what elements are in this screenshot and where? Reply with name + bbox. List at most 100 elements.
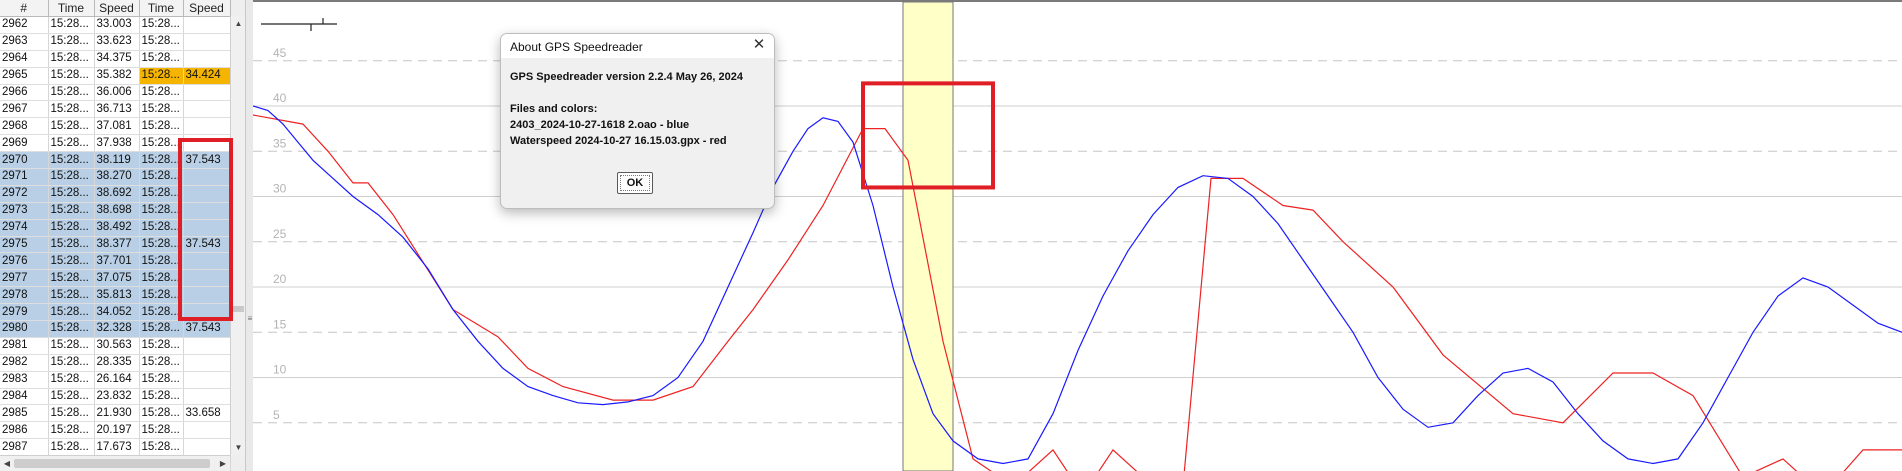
column-header-speed-blue[interactable]: Speed: [94, 0, 140, 17]
cell-number[interactable]: 2963: [0, 33, 49, 51]
cell-time-blue[interactable]: 15:28...: [48, 151, 95, 170]
table-row[interactable]: 2968 15:28... 37.081 15:28...: [0, 117, 231, 136]
cell-time-blue[interactable]: 15:28...: [48, 388, 95, 406]
cell-number[interactable]: 2969: [0, 134, 49, 153]
table-row[interactable]: 2986 15:28... 20.197 15:28...: [0, 421, 231, 440]
table-row[interactable]: 2966 15:28... 36.006 15:28...: [0, 84, 231, 102]
cell-speed-blue[interactable]: 33.003: [94, 16, 140, 34]
cell-speed-red[interactable]: [183, 337, 231, 355]
cell-number[interactable]: 2975: [0, 236, 49, 254]
cell-speed-blue[interactable]: 34.052: [94, 303, 140, 322]
table-row[interactable]: 2985 15:28... 21.930 15:28... 33.658: [0, 404, 231, 423]
cell-speed-red[interactable]: [183, 16, 231, 34]
cell-time-blue[interactable]: 15:28...: [48, 185, 95, 203]
table-row[interactable]: 2984 15:28... 23.832 15:28...: [0, 388, 231, 406]
cell-speed-red[interactable]: [183, 100, 231, 119]
cell-time-red[interactable]: 15:28...: [139, 134, 184, 153]
scroll-up-arrow-icon[interactable]: ▲: [234, 19, 243, 28]
dialog-titlebar[interactable]: About GPS Speedreader ✕: [501, 34, 774, 58]
cell-time-blue[interactable]: 15:28...: [48, 286, 95, 305]
cell-speed-red[interactable]: 37.543: [183, 236, 231, 254]
cell-time-blue[interactable]: 15:28...: [48, 421, 95, 440]
cell-speed-red[interactable]: 33.658: [183, 404, 231, 423]
splitter-grip-icon[interactable]: ≡: [247, 314, 253, 323]
cell-time-red[interactable]: 15:28...: [139, 236, 184, 254]
cell-number[interactable]: 2977: [0, 269, 49, 288]
cell-time-red[interactable]: 15:28...: [139, 252, 184, 271]
cell-time-red[interactable]: 15:28...: [139, 303, 184, 322]
cell-speed-red[interactable]: [183, 421, 231, 440]
table-row[interactable]: 2977 15:28... 37.075 15:28...: [0, 269, 231, 288]
table-row[interactable]: 2971 15:28... 38.270 15:28...: [0, 168, 231, 186]
cell-number[interactable]: 2981: [0, 337, 49, 355]
cell-time-red[interactable]: 15:28...: [139, 438, 184, 457]
cell-number[interactable]: 2976: [0, 252, 49, 271]
cell-time-blue[interactable]: 15:28...: [48, 16, 95, 34]
cell-time-blue[interactable]: 15:28...: [48, 100, 95, 119]
cell-time-blue[interactable]: 15:28...: [48, 202, 95, 220]
cell-speed-blue[interactable]: 36.713: [94, 100, 140, 119]
scroll-right-arrow-icon[interactable]: ▶: [219, 459, 227, 468]
cell-speed-blue[interactable]: 38.492: [94, 219, 140, 237]
table-row[interactable]: 2965 15:28... 35.382 15:28... 34.424: [0, 67, 231, 85]
cell-number[interactable]: 2968: [0, 117, 49, 136]
cell-speed-red[interactable]: [183, 84, 231, 102]
cell-speed-blue[interactable]: 38.692: [94, 185, 140, 203]
cell-time-red[interactable]: 15:28...: [139, 168, 184, 186]
cell-time-red[interactable]: 15:28...: [139, 421, 184, 440]
cell-time-red[interactable]: 15:28...: [139, 219, 184, 237]
cell-time-red[interactable]: 15:28...: [139, 33, 184, 51]
table-row[interactable]: 2978 15:28... 35.813 15:28...: [0, 286, 231, 305]
cell-speed-blue[interactable]: 37.938: [94, 134, 140, 153]
cell-time-red[interactable]: 15:28...: [139, 320, 184, 338]
cell-number[interactable]: 2979: [0, 303, 49, 322]
cell-speed-blue[interactable]: 30.563: [94, 337, 140, 355]
cell-time-blue[interactable]: 15:28...: [48, 67, 95, 85]
cell-speed-blue[interactable]: 37.075: [94, 269, 140, 288]
cell-speed-red[interactable]: [183, 50, 231, 68]
cell-time-red[interactable]: 15:28...: [139, 185, 184, 203]
table-horizontal-scrollbar[interactable]: ◀ ▶: [0, 455, 230, 471]
cell-speed-red[interactable]: [183, 185, 231, 203]
table-row[interactable]: 2979 15:28... 34.052 15:28...: [0, 303, 231, 322]
zoom-slider-handle[interactable]: [261, 18, 337, 31]
column-header-number[interactable]: #: [0, 0, 49, 17]
cell-time-blue[interactable]: 15:28...: [48, 236, 95, 254]
table-row[interactable]: 2962 15:28... 33.003 15:28...: [0, 16, 231, 34]
cell-time-blue[interactable]: 15:28...: [48, 168, 95, 186]
cell-number[interactable]: 2986: [0, 421, 49, 440]
cell-time-red[interactable]: 15:28...: [139, 16, 184, 34]
cell-number[interactable]: 2974: [0, 219, 49, 237]
table-row[interactable]: 2980 15:28... 32.328 15:28... 37.543: [0, 320, 231, 338]
cell-speed-blue[interactable]: 34.375: [94, 50, 140, 68]
cell-speed-red[interactable]: [183, 286, 231, 305]
table-row[interactable]: 2964 15:28... 34.375 15:28...: [0, 50, 231, 68]
cell-time-blue[interactable]: 15:28...: [48, 371, 95, 389]
cell-speed-blue[interactable]: 28.335: [94, 354, 140, 372]
cell-number[interactable]: 2971: [0, 168, 49, 186]
cell-speed-blue[interactable]: 20.197: [94, 421, 140, 440]
cell-time-blue[interactable]: 15:28...: [48, 404, 95, 423]
cell-speed-blue[interactable]: 38.270: [94, 168, 140, 186]
cell-time-blue[interactable]: 15:28...: [48, 134, 95, 153]
table-row[interactable]: 2974 15:28... 38.492 15:28...: [0, 219, 231, 237]
cell-time-red[interactable]: 15:28...: [139, 337, 184, 355]
cell-speed-blue[interactable]: 35.382: [94, 67, 140, 85]
cell-number[interactable]: 2978: [0, 286, 49, 305]
cell-speed-blue[interactable]: 38.698: [94, 202, 140, 220]
cell-number[interactable]: 2966: [0, 84, 49, 102]
cell-number[interactable]: 2982: [0, 354, 49, 372]
cell-speed-red[interactable]: [183, 303, 231, 322]
column-header-time-blue[interactable]: Time: [48, 0, 95, 17]
cell-time-red[interactable]: 15:28...: [139, 202, 184, 220]
table-row[interactable]: 2975 15:28... 38.377 15:28... 37.543: [0, 236, 231, 254]
cell-speed-red[interactable]: [183, 269, 231, 288]
close-icon[interactable]: ✕: [752, 36, 766, 53]
cell-number[interactable]: 2964: [0, 50, 49, 68]
cell-speed-red[interactable]: 34.424: [183, 67, 231, 85]
cell-time-red[interactable]: 15:28...: [139, 151, 184, 170]
table-row[interactable]: 2987 15:28... 17.673 15:28...: [0, 438, 231, 457]
cell-speed-blue[interactable]: 32.328: [94, 320, 140, 338]
cell-number[interactable]: 2985: [0, 404, 49, 423]
cell-time-red[interactable]: 15:28...: [139, 354, 184, 372]
